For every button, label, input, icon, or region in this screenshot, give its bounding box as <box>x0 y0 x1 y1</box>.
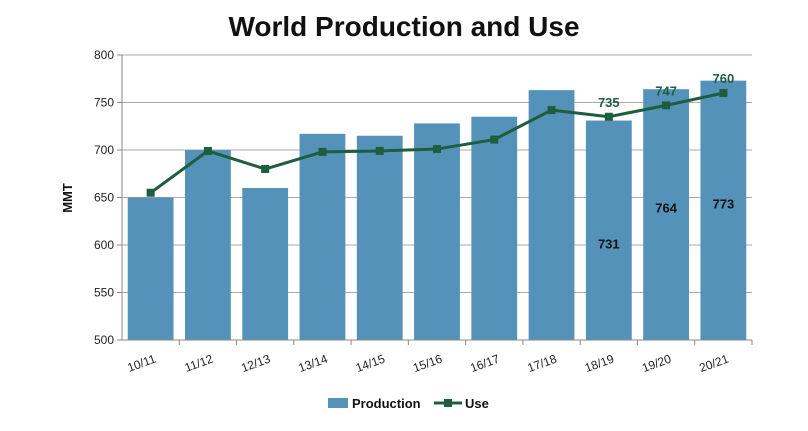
x-tick-label: 16/17 <box>468 352 501 376</box>
bar-production <box>356 135 403 340</box>
use-marker <box>318 147 327 156</box>
y-tick-label: 650 <box>94 191 114 205</box>
legend-label-production: Production <box>352 396 421 411</box>
use-marker <box>490 135 499 144</box>
legend-label-use: Use <box>465 396 489 411</box>
production-data-label: 764 <box>655 201 677 216</box>
use-marker <box>146 188 155 197</box>
legend-swatch-production <box>328 398 348 408</box>
x-tick-label: 11/12 <box>183 352 215 375</box>
x-tick-label: 14/15 <box>354 352 387 376</box>
y-tick-label: 700 <box>94 143 114 157</box>
x-tick-label: 17/18 <box>526 352 559 376</box>
x-tick-label: 10/11 <box>125 352 157 375</box>
use-marker <box>433 145 441 154</box>
bar-production <box>528 90 575 341</box>
x-tick-label: 18/19 <box>583 352 616 376</box>
bar-production <box>585 120 632 340</box>
use-marker <box>547 106 556 115</box>
use-marker <box>662 101 671 110</box>
bar-production <box>242 188 289 340</box>
production-data-label: 731 <box>598 236 620 251</box>
y-axis-label: MMT <box>60 183 75 213</box>
legend-marker-use <box>444 399 452 407</box>
use-marker <box>375 146 384 155</box>
y-tick-label: 750 <box>94 96 114 110</box>
y-tick-label: 550 <box>94 286 114 300</box>
use-data-label: 735 <box>598 95 620 110</box>
x-tick-label: 13/14 <box>296 352 329 376</box>
x-tick-label: 12/13 <box>239 352 272 376</box>
y-tick-label: 800 <box>94 48 114 62</box>
bar-production <box>414 123 460 341</box>
production-data-label: 773 <box>713 196 735 211</box>
bar-production <box>471 116 518 340</box>
bar-production <box>299 133 346 340</box>
use-data-label: 760 <box>713 71 735 86</box>
bar-production <box>700 80 747 341</box>
bar-production <box>185 150 231 340</box>
bar-production <box>127 197 174 340</box>
x-tick-label: 20/21 <box>697 352 730 376</box>
y-tick-label: 600 <box>94 238 114 252</box>
use-marker <box>203 146 212 155</box>
x-tick-label: 15/16 <box>411 352 444 376</box>
y-tick-label: 500 <box>94 333 114 347</box>
chart-title: World Production and Use <box>228 11 579 42</box>
x-tick-label: 19/20 <box>640 352 673 376</box>
use-marker <box>261 165 270 173</box>
legend: Production Use <box>328 396 489 411</box>
use-marker <box>719 89 728 97</box>
use-data-label: 747 <box>655 83 677 98</box>
bar-production <box>643 89 689 340</box>
use-marker <box>604 112 613 121</box>
